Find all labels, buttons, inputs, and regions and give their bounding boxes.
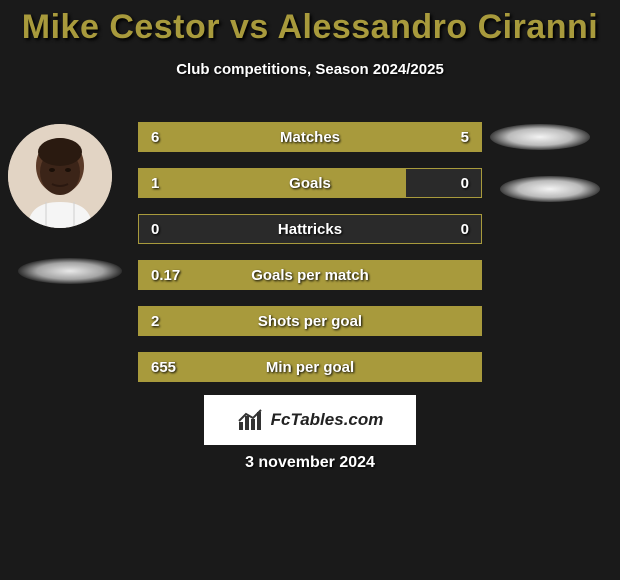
brand-badge: FcTables.com xyxy=(204,395,416,445)
stat-row: 00Hattricks xyxy=(138,214,482,244)
stat-row: 0.17Goals per match xyxy=(138,260,482,290)
stat-label: Min per goal xyxy=(139,359,481,376)
date-label: 3 november 2024 xyxy=(0,454,620,472)
subtitle: Club competitions, Season 2024/2025 xyxy=(0,61,620,78)
stat-row: 65Matches xyxy=(138,122,482,152)
player-right-shadow-2 xyxy=(500,176,600,202)
stat-label: Matches xyxy=(139,129,481,146)
stat-row: 2Shots per goal xyxy=(138,306,482,336)
stat-label: Shots per goal xyxy=(139,313,481,330)
brand-chart-icon xyxy=(237,408,265,432)
stat-label: Hattricks xyxy=(139,221,481,238)
brand-text: FcTables.com xyxy=(271,410,384,430)
page-title: Mike Cestor vs Alessandro Ciranni xyxy=(0,0,620,47)
stat-row: 655Min per goal xyxy=(138,352,482,382)
player-right-shadow-1 xyxy=(490,124,590,150)
stat-row: 10Goals xyxy=(138,168,482,198)
stats-container: 65Matches 10Goals 00Hattricks 0.17Goals per… xyxy=(138,122,482,398)
player-left-avatar xyxy=(8,124,112,228)
stat-label: Goals per match xyxy=(139,267,481,284)
stat-label: Goals xyxy=(139,175,481,192)
player-left-shadow xyxy=(18,258,122,284)
